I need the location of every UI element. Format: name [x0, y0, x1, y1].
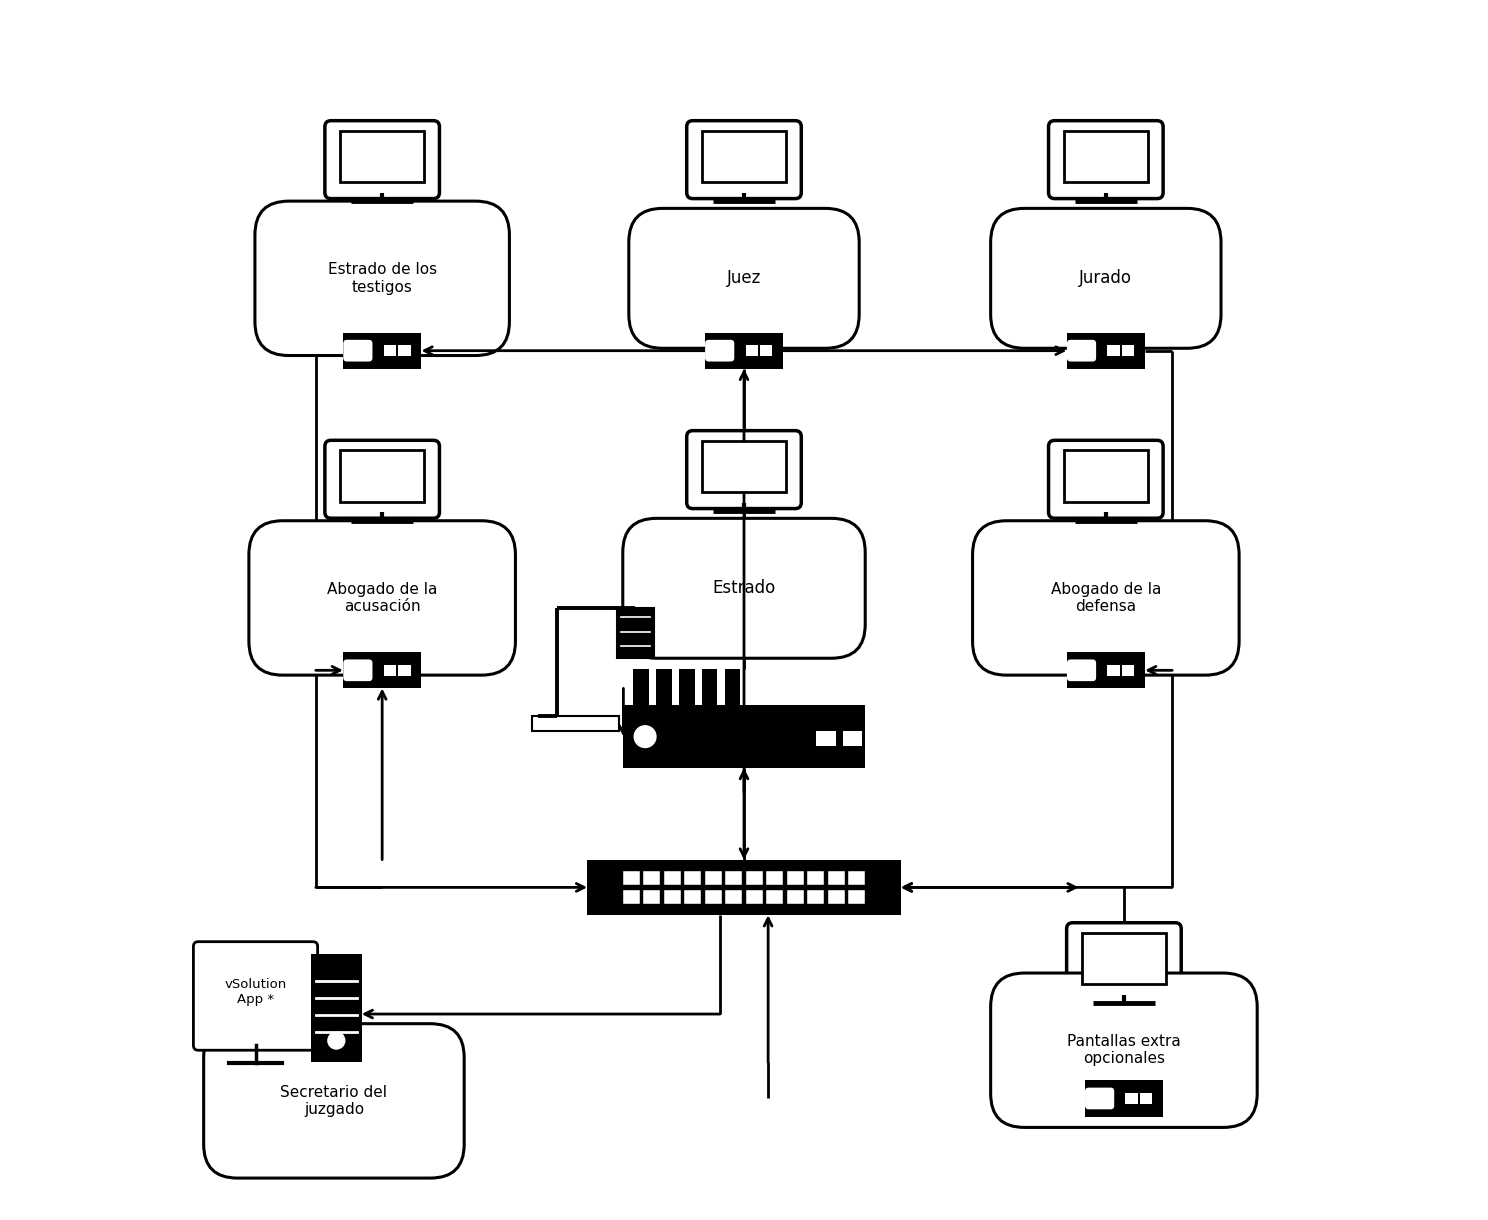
FancyBboxPatch shape — [1049, 440, 1164, 518]
Bar — [766, 889, 783, 904]
Bar — [817, 731, 836, 747]
Bar — [384, 665, 396, 676]
Bar — [618, 608, 653, 659]
FancyBboxPatch shape — [973, 521, 1240, 675]
Bar — [1064, 450, 1147, 501]
Bar — [684, 871, 701, 884]
Bar — [531, 716, 619, 731]
Bar — [341, 450, 424, 501]
FancyBboxPatch shape — [193, 942, 317, 1050]
Bar — [1107, 665, 1120, 676]
Bar — [397, 665, 411, 676]
Bar — [1125, 1093, 1138, 1104]
FancyBboxPatch shape — [991, 974, 1257, 1127]
Bar — [684, 889, 701, 904]
Bar — [725, 889, 743, 904]
Text: Abogado de la
acusación: Abogado de la acusación — [327, 582, 437, 614]
Bar — [664, 871, 680, 884]
Bar — [745, 889, 763, 904]
Bar — [827, 871, 845, 884]
FancyBboxPatch shape — [324, 121, 439, 199]
Circle shape — [634, 726, 656, 748]
Bar — [311, 954, 362, 1063]
FancyBboxPatch shape — [629, 209, 859, 348]
Bar — [725, 669, 741, 705]
FancyBboxPatch shape — [204, 1024, 464, 1179]
Bar — [384, 345, 396, 356]
Bar — [1140, 1093, 1152, 1104]
Bar — [787, 871, 804, 884]
Bar — [1067, 653, 1146, 688]
Bar — [1085, 1081, 1164, 1116]
Text: vSolution
App *: vSolution App * — [225, 978, 287, 1006]
Bar — [702, 131, 786, 182]
Bar — [342, 333, 421, 368]
Bar — [787, 889, 804, 904]
Bar — [623, 705, 865, 769]
Bar — [705, 871, 722, 884]
Text: Jurado: Jurado — [1079, 270, 1132, 288]
Bar — [705, 889, 722, 904]
Bar — [623, 889, 640, 904]
Bar — [745, 345, 759, 356]
Bar — [842, 731, 862, 747]
Bar — [705, 333, 783, 368]
FancyBboxPatch shape — [1049, 121, 1164, 199]
Bar — [848, 871, 865, 884]
FancyBboxPatch shape — [248, 521, 515, 675]
FancyBboxPatch shape — [686, 431, 802, 509]
Bar — [679, 669, 695, 705]
Bar — [808, 889, 824, 904]
Bar — [1122, 665, 1134, 676]
FancyBboxPatch shape — [344, 340, 372, 361]
Text: Juez: Juez — [726, 270, 762, 288]
Bar — [397, 345, 411, 356]
Bar — [848, 889, 865, 904]
Text: Secretario del
juzgado: Secretario del juzgado — [280, 1085, 387, 1118]
FancyBboxPatch shape — [344, 660, 372, 681]
Bar — [1067, 333, 1146, 368]
FancyBboxPatch shape — [991, 209, 1222, 348]
Bar — [760, 345, 772, 356]
Circle shape — [327, 1032, 345, 1049]
FancyBboxPatch shape — [623, 518, 865, 659]
Bar — [656, 669, 671, 705]
FancyBboxPatch shape — [1067, 922, 1181, 1000]
Bar — [643, 889, 661, 904]
Bar — [808, 871, 824, 884]
Bar — [664, 889, 680, 904]
Bar — [1064, 131, 1147, 182]
Text: Estrado de los
testigos: Estrado de los testigos — [327, 262, 437, 294]
Bar — [766, 871, 783, 884]
Bar — [1082, 932, 1167, 985]
Bar — [702, 440, 786, 492]
FancyBboxPatch shape — [254, 201, 509, 355]
Text: Abogado de la
defensa: Abogado de la defensa — [1051, 582, 1161, 614]
Bar — [342, 653, 421, 688]
Bar — [1122, 345, 1134, 356]
Bar — [745, 871, 763, 884]
Bar — [1107, 345, 1120, 356]
Bar — [827, 889, 845, 904]
Text: Estrado: Estrado — [713, 580, 775, 598]
FancyBboxPatch shape — [705, 340, 734, 361]
Text: Pantallas extra
opcionales: Pantallas extra opcionales — [1067, 1035, 1181, 1066]
Bar — [588, 860, 900, 915]
FancyBboxPatch shape — [686, 121, 802, 199]
FancyBboxPatch shape — [1067, 660, 1097, 681]
Bar — [341, 131, 424, 182]
Bar — [643, 871, 661, 884]
Bar — [623, 871, 640, 884]
FancyBboxPatch shape — [324, 440, 439, 518]
Bar — [702, 669, 717, 705]
Bar — [725, 871, 743, 884]
Bar — [632, 669, 649, 705]
FancyBboxPatch shape — [1085, 1087, 1115, 1109]
FancyBboxPatch shape — [1067, 340, 1097, 361]
